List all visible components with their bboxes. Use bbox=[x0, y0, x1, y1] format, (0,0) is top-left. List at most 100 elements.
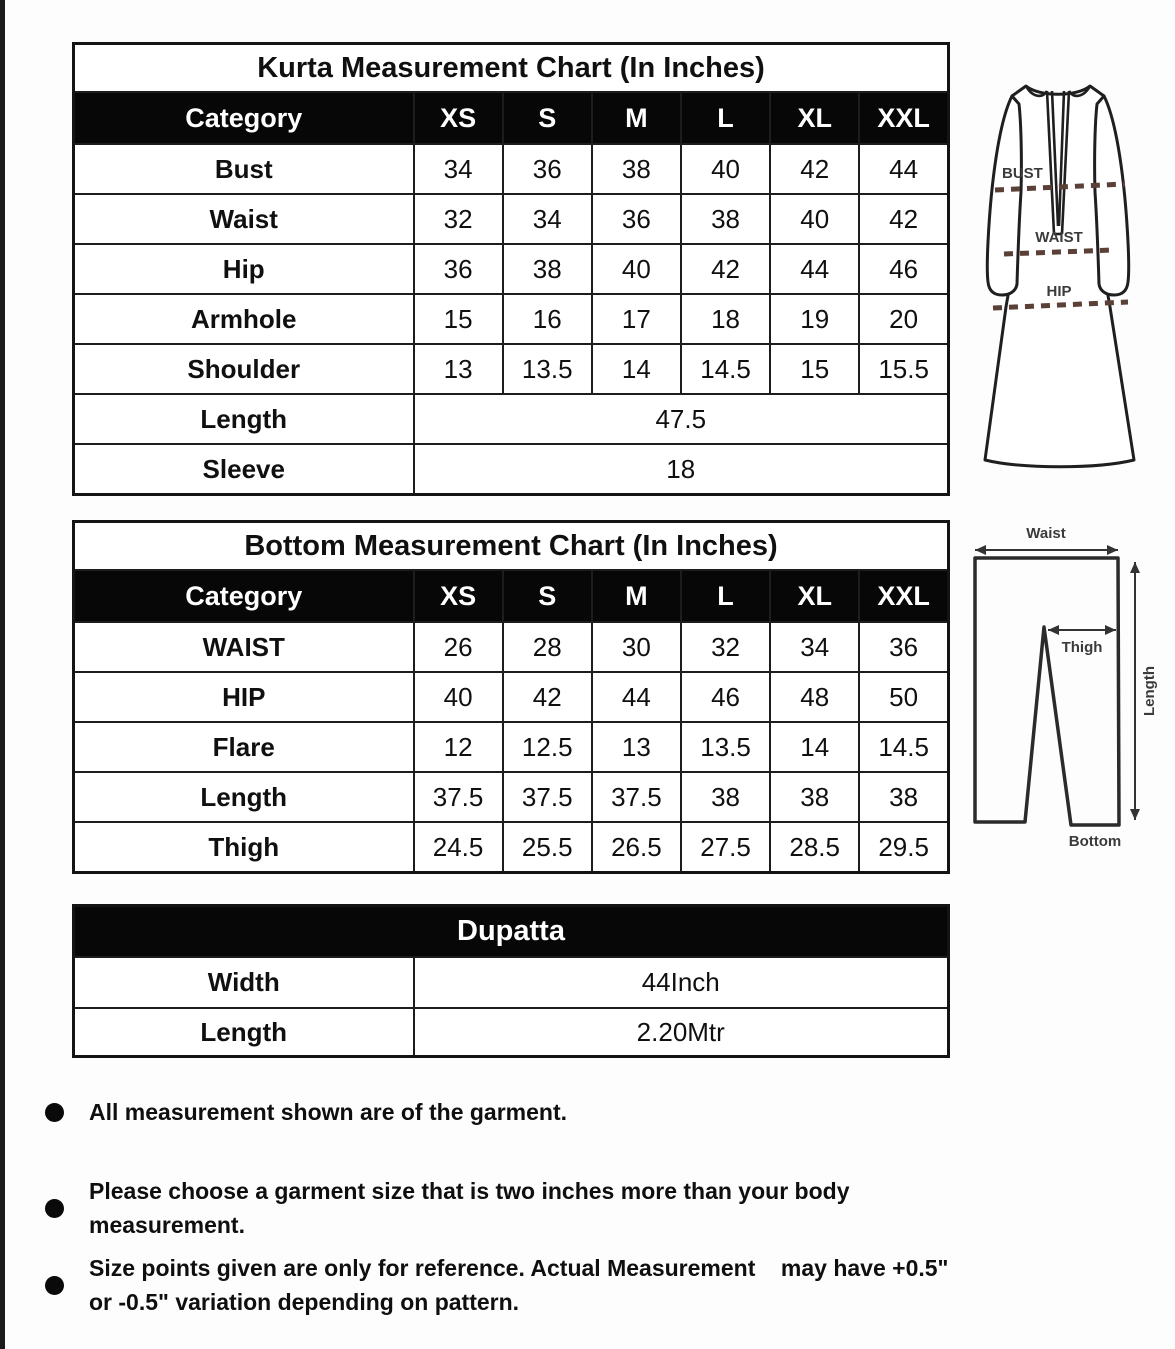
pant-outline bbox=[973, 556, 1121, 827]
cell-value: 42 bbox=[769, 143, 861, 195]
cell-value: 38 bbox=[679, 193, 772, 245]
cell-value: 29.5 bbox=[858, 821, 950, 874]
cell-value: 38 bbox=[858, 771, 950, 823]
waist-dash-line bbox=[1003, 247, 1115, 257]
cell-value: 15.5 bbox=[858, 343, 950, 395]
cell-value: 14.5 bbox=[679, 343, 772, 395]
bust-dash-line bbox=[994, 181, 1126, 193]
header-xs: XS bbox=[412, 91, 504, 145]
table-header-row: Category XS S M L XL XXL bbox=[72, 569, 950, 623]
cell-value: 46 bbox=[858, 243, 950, 295]
cell-value: 12.5 bbox=[501, 721, 593, 773]
row-label: Hip bbox=[72, 243, 415, 295]
table-row-length-merged: Length 47.5 bbox=[72, 393, 950, 445]
cell-value: 36 bbox=[412, 243, 504, 295]
pant-waist-label: Waist bbox=[1026, 525, 1065, 542]
kurta-measurement-table: Kurta Measurement Chart (In Inches) Cate… bbox=[72, 42, 950, 496]
dupatta-measurement-table: Dupatta Width 44Inch Length 2.20Mtr bbox=[72, 904, 950, 1058]
dupatta-table-title: Dupatta bbox=[72, 904, 950, 958]
cell-value: 34 bbox=[412, 143, 504, 195]
row-label: Length bbox=[72, 771, 415, 823]
pant-garment-diagram: Waist Thigh Length Bottom bbox=[973, 525, 1158, 850]
table-row-sleeve-merged: Sleeve 18 bbox=[72, 443, 950, 496]
row-label: Width bbox=[72, 956, 415, 1009]
cell-value: 37.5 bbox=[412, 771, 504, 823]
bullet-icon bbox=[45, 1275, 64, 1295]
cell-value: 42 bbox=[858, 193, 950, 245]
row-label: Thigh bbox=[72, 821, 415, 874]
note-text: Size points given are only for reference… bbox=[89, 1254, 949, 1316]
cell-value: 14 bbox=[769, 721, 861, 773]
header-m: M bbox=[590, 569, 682, 623]
cell-value: 37.5 bbox=[590, 771, 682, 823]
header-category: Category bbox=[72, 569, 415, 623]
cell-value: 36 bbox=[858, 621, 950, 673]
table-row-length: Length 2.20Mtr bbox=[72, 1007, 950, 1058]
pant-thigh-label: Thigh bbox=[1062, 639, 1103, 656]
dimension-arrows bbox=[975, 545, 1140, 820]
cell-value: 26.5 bbox=[590, 821, 682, 874]
cell-value: 13.5 bbox=[501, 343, 593, 395]
kurta-outline bbox=[983, 84, 1136, 469]
cell-value-merged: 18 bbox=[412, 443, 950, 496]
cell-value: 34 bbox=[769, 621, 861, 673]
header-xs: XS bbox=[412, 569, 504, 623]
header-xl: XL bbox=[769, 569, 861, 623]
cell-value: 38 bbox=[590, 143, 682, 195]
bottom-table-title: Bottom Measurement Chart (In Inches) bbox=[72, 520, 950, 571]
cell-value: 46 bbox=[679, 671, 772, 723]
header-category: Category bbox=[72, 91, 415, 145]
cell-value: 12 bbox=[412, 721, 504, 773]
cell-value: 40 bbox=[412, 671, 504, 723]
note-text: Please choose a garment size that is two… bbox=[89, 1177, 850, 1239]
header-l: L bbox=[679, 91, 772, 145]
cell-value: 26 bbox=[412, 621, 504, 673]
note-item: All measurement shown are of the garment… bbox=[45, 1095, 950, 1130]
header-l: L bbox=[679, 569, 772, 623]
cell-value: 34 bbox=[501, 193, 593, 245]
cell-value: 19 bbox=[769, 293, 861, 345]
page-left-border bbox=[0, 0, 5, 1349]
cell-value: 48 bbox=[769, 671, 861, 723]
table-title-row: Bottom Measurement Chart (In Inches) bbox=[72, 520, 950, 571]
measurement-dash-lines bbox=[992, 181, 1129, 311]
cell-value: 32 bbox=[412, 193, 504, 245]
row-label: Sleeve bbox=[72, 443, 415, 496]
cell-value: 27.5 bbox=[679, 821, 772, 874]
pant-bottom-label: Bottom bbox=[1069, 833, 1122, 850]
table-row-armhole: Armhole 15 16 17 18 19 20 bbox=[72, 293, 950, 345]
cell-value: 44 bbox=[590, 671, 682, 723]
header-s: S bbox=[501, 91, 593, 145]
cell-value-merged: 47.5 bbox=[412, 393, 950, 445]
kurta-table-title: Kurta Measurement Chart (In Inches) bbox=[72, 42, 950, 93]
kurta-placket bbox=[1024, 85, 1092, 236]
cell-value: 14 bbox=[590, 343, 682, 395]
cell-value: 28.5 bbox=[769, 821, 861, 874]
header-xl: XL bbox=[769, 91, 861, 145]
cell-value: 14.5 bbox=[858, 721, 950, 773]
note-text: All measurement shown are of the garment… bbox=[89, 1099, 568, 1125]
cell-value: 25.5 bbox=[501, 821, 593, 874]
cell-value: 40 bbox=[679, 143, 772, 195]
table-row-thigh: Thigh 24.5 25.5 26.5 27.5 28.5 29.5 bbox=[72, 821, 950, 874]
row-label: Shoulder bbox=[72, 343, 415, 395]
cell-value: 30 bbox=[590, 621, 682, 673]
header-xxl: XXL bbox=[858, 569, 950, 623]
kurta-garment-diagram: BUST WAIST HIP bbox=[983, 84, 1136, 469]
row-label: Waist bbox=[72, 193, 415, 245]
cell-value: 13 bbox=[590, 721, 682, 773]
table-row-flare: Flare 12 12.5 13 13.5 14 14.5 bbox=[72, 721, 950, 773]
row-label: HIP bbox=[72, 671, 415, 723]
cell-value: 50 bbox=[858, 671, 950, 723]
cell-value: 15 bbox=[412, 293, 504, 345]
row-label: Length bbox=[72, 393, 415, 445]
cell-value: 13.5 bbox=[679, 721, 772, 773]
note-item: Please choose a garment size that is two… bbox=[45, 1174, 950, 1243]
cell-value: 44Inch bbox=[412, 956, 950, 1009]
cell-value: 15 bbox=[769, 343, 861, 395]
cell-value: 38 bbox=[769, 771, 861, 823]
pant-length-label: Length bbox=[1141, 666, 1158, 716]
note-item: Size points given are only for reference… bbox=[45, 1251, 950, 1320]
bottom-measurement-table: Bottom Measurement Chart (In Inches) Cat… bbox=[72, 520, 950, 874]
